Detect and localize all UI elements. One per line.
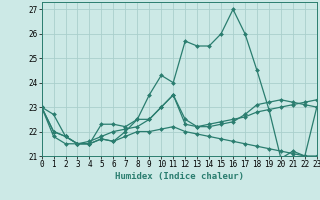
X-axis label: Humidex (Indice chaleur): Humidex (Indice chaleur) [115, 172, 244, 181]
